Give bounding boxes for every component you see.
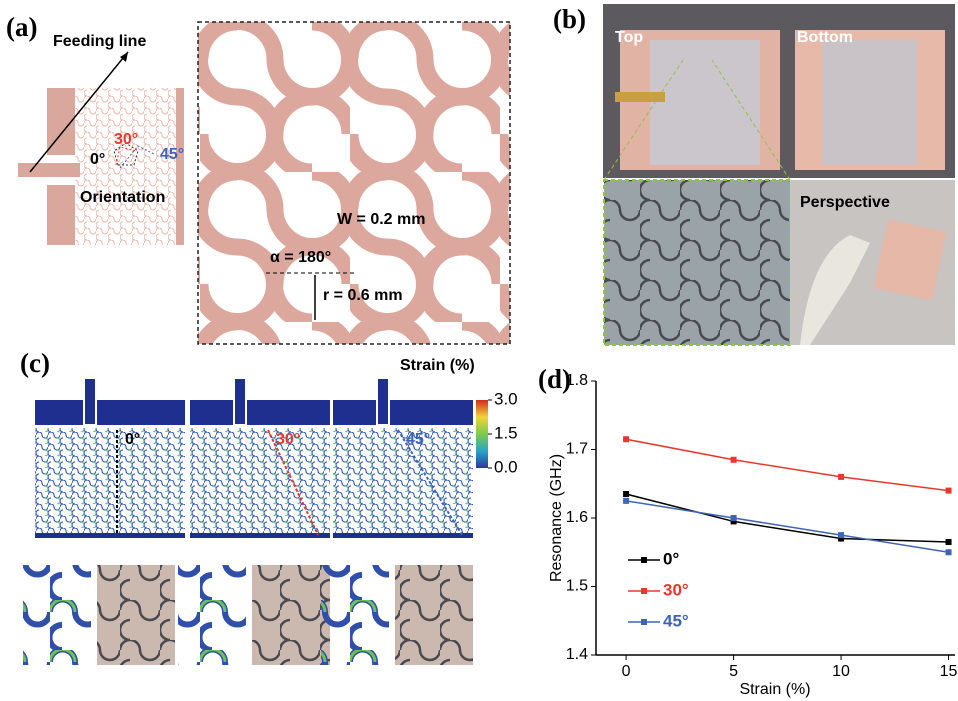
angle-label: 30° xyxy=(276,431,300,448)
panel-label: (a) xyxy=(6,12,37,42)
photo-mesh xyxy=(822,40,917,165)
legend-label: 45° xyxy=(663,611,689,630)
panel-b: (b) Top Bottom Perspective xyxy=(553,4,955,345)
sim-ground xyxy=(333,533,473,538)
photo-zoom xyxy=(252,565,330,665)
x-tick-label: 0 xyxy=(622,663,631,680)
sim-feed xyxy=(84,378,96,425)
panel-c: (c) Strain (%) 0° 30° 45° 3.0 1.5 0.0 xyxy=(20,348,518,665)
feed xyxy=(18,163,80,177)
panel-label: (b) xyxy=(553,4,586,34)
connector xyxy=(615,92,665,102)
angle-label: 45° xyxy=(406,431,430,448)
sim-ground xyxy=(333,400,473,425)
point xyxy=(838,474,844,480)
photo-label: Top xyxy=(615,29,643,46)
point xyxy=(731,457,737,463)
colorbar-tick-label: 3.0 xyxy=(494,389,518,408)
panel-d: (d) Strain (%) Resonance (GHz) 1.41.51.6… xyxy=(538,364,958,698)
sim-feed xyxy=(234,378,246,425)
panel-a: (a) Feeding line 30° 45° 0° Orientation … xyxy=(6,12,510,344)
photo-label: Bottom xyxy=(797,29,853,46)
sim-ground xyxy=(35,400,185,425)
series-line xyxy=(626,501,948,552)
point xyxy=(731,515,737,521)
photo-zoom xyxy=(395,565,473,665)
panel-label: (c) xyxy=(20,348,50,378)
figure: (a) Feeding line 30° 45° 0° Orientation … xyxy=(0,0,958,701)
sim-zoom xyxy=(23,565,91,665)
point xyxy=(623,491,629,497)
point xyxy=(946,488,952,494)
y-tick-label: 1.7 xyxy=(566,441,588,458)
legend-label: 0° xyxy=(663,549,679,568)
sim-ground xyxy=(35,533,185,538)
x-tick-label: 15 xyxy=(940,663,958,680)
series-line xyxy=(626,494,948,542)
legend-label: 30° xyxy=(663,580,689,599)
y-tick-label: 1.5 xyxy=(566,578,588,595)
point xyxy=(946,549,952,555)
angle-label: 30° xyxy=(114,131,138,148)
x-tick-label: 10 xyxy=(832,663,850,680)
angle-label: 0° xyxy=(125,431,140,448)
sim-ground xyxy=(190,533,330,538)
x-tick-label: 5 xyxy=(729,663,738,680)
point xyxy=(623,436,629,442)
legend-marker xyxy=(641,619,647,625)
angle-label: 0° xyxy=(90,151,105,168)
colorbar xyxy=(476,400,488,468)
angle-label: 45° xyxy=(160,146,184,163)
y-tick-label: 1.4 xyxy=(566,646,588,663)
ground xyxy=(176,88,184,245)
photo-mesh xyxy=(650,40,760,165)
y-tick-label: 1.8 xyxy=(566,372,588,389)
photo-zoom xyxy=(97,565,175,665)
colorbar-tick-label: 0.0 xyxy=(494,457,518,476)
x-axis-title: Strain (%) xyxy=(739,681,810,698)
zoom-photo xyxy=(604,180,790,345)
y-tick-label: 1.6 xyxy=(566,509,588,526)
sim-feed xyxy=(377,378,389,425)
legend-marker xyxy=(641,588,647,594)
dimension-label: r = 0.6 mm xyxy=(323,287,403,304)
colorbar-tick-label: 1.5 xyxy=(494,423,518,442)
sim-mesh xyxy=(35,428,185,533)
series-line xyxy=(626,439,948,490)
point xyxy=(946,539,952,545)
point xyxy=(838,532,844,538)
point xyxy=(623,498,629,504)
dimension-label: W = 0.2 mm xyxy=(337,211,425,228)
label: Feeding line xyxy=(53,33,146,50)
sim-zoom xyxy=(178,565,246,665)
legend-marker xyxy=(641,557,647,563)
sim-ground xyxy=(190,400,330,425)
dimension-label: α = 180° xyxy=(270,249,331,266)
sim-zoom xyxy=(321,565,389,665)
label: Orientation xyxy=(80,189,165,206)
y-axis-title: Resonance (GHz) xyxy=(548,454,565,582)
ground xyxy=(47,185,75,245)
photo-label: Perspective xyxy=(800,194,890,211)
colorbar-title: Strain (%) xyxy=(400,357,475,374)
